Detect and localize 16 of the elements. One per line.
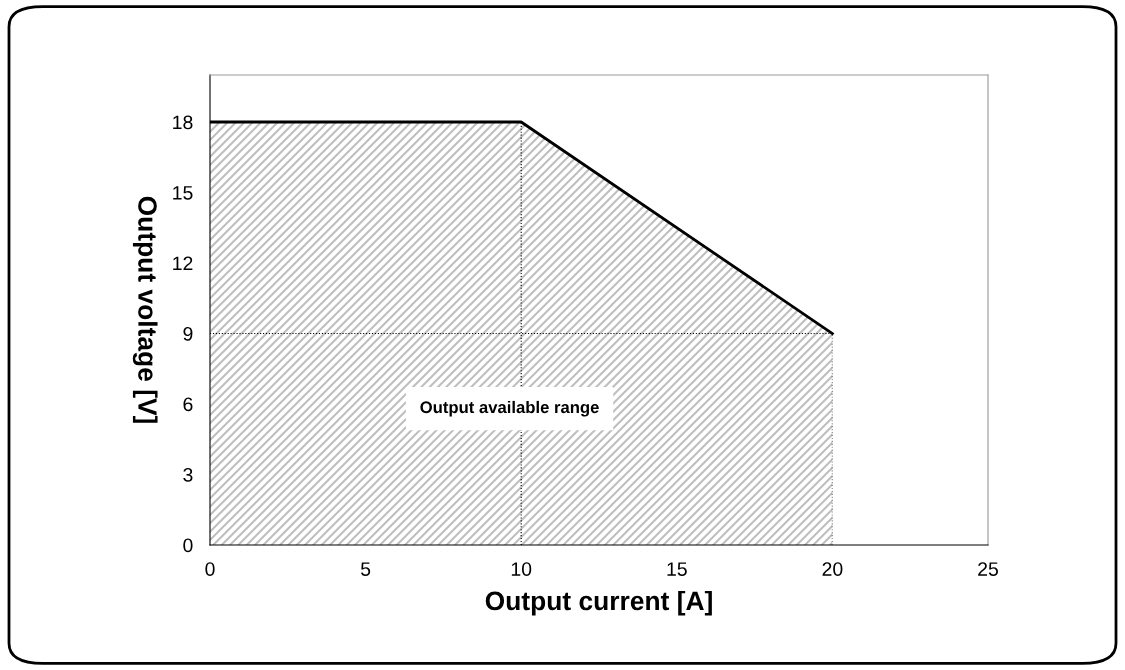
y-tick-label: 18 [173, 115, 193, 130]
y-tick-label: 3 [183, 467, 193, 482]
x-axis-title: Output current [A] [485, 590, 712, 616]
y-tick-label: 0 [183, 538, 193, 553]
y-tick-label: 9 [183, 326, 193, 341]
x-tick-label: 15 [667, 562, 687, 576]
y-tick-label: 12 [173, 256, 193, 271]
x-tick-label: 25 [978, 562, 998, 576]
x-tick-label: 20 [822, 562, 843, 576]
x-tick-label: 0 [205, 562, 215, 576]
x-tick-label: 10 [511, 562, 532, 576]
y-tick-label: 6 [183, 397, 193, 412]
y-axis-title: Output voltage [V] [132, 196, 158, 423]
annotation: Output available range [420, 400, 599, 417]
x-tick-label: 5 [360, 562, 371, 576]
y-tick-label: 15 [173, 186, 193, 200]
